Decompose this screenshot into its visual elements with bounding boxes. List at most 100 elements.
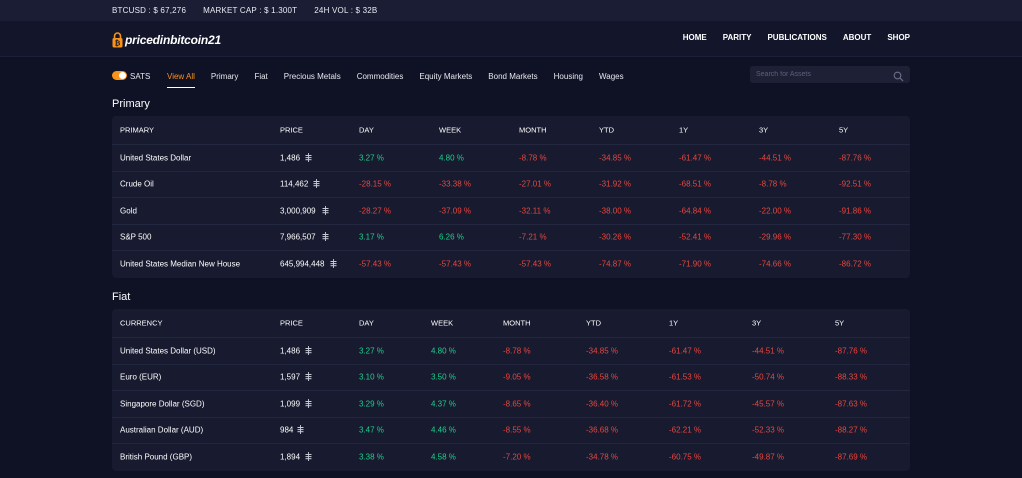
nav-home[interactable]: HOME	[682, 33, 707, 42]
column-header-3y[interactable]: 3Y	[759, 125, 769, 135]
change-5y: -92.51 %	[839, 179, 872, 189]
column-header-price[interactable]: PRICE	[280, 318, 303, 328]
sats-toggle[interactable]	[112, 71, 127, 80]
change-ytd: -34.85 %	[586, 346, 619, 356]
main-nav: HOME PARITY PUBLICATIONS ABOUT SHOP	[683, 33, 910, 42]
nav-shop[interactable]: SHOP	[887, 33, 910, 42]
change-day: 3.27 %	[359, 346, 384, 356]
search-input[interactable]	[750, 66, 890, 83]
market-cap-ticker: MARKET CAP : $ 1.300T	[203, 6, 298, 15]
primary-table: PRIMARY PRICE DAY WEEK MONTH YTD 1Y 3Y 5Y United …	[112, 116, 910, 278]
category-filters: View All Primary Fiat Precious Metals Co…	[167, 66, 640, 88]
column-header-3y[interactable]: 3Y	[752, 318, 762, 328]
change-1y: -61.72 %	[669, 399, 702, 409]
change-3y: -22.00 %	[759, 206, 792, 216]
column-header-week[interactable]: WEEK	[439, 125, 462, 135]
filter-bond-markets[interactable]: Bond Markets	[488, 72, 538, 81]
search-icon[interactable]	[893, 69, 904, 82]
table-row[interactable]: Gold 3,000,909 -28.27 % -37.09 % -32.11 % -38…	[112, 198, 910, 225]
table-row[interactable]: Australian Dollar (AUD) 984 3.47 % 4.46 % -8…	[112, 418, 910, 444]
change-3y: -74.66 %	[759, 259, 792, 269]
table-row[interactable]: United States Median New House 645,994,44…	[112, 251, 910, 278]
column-header-price[interactable]: PRICE	[280, 125, 303, 135]
change-1y: -68.51 %	[679, 179, 712, 189]
change-ytd: -34.78 %	[586, 452, 619, 462]
change-week: -57.43 %	[439, 259, 472, 269]
change-week: 4.58 %	[431, 452, 456, 462]
bitcoin-sats-icon	[320, 205, 329, 216]
filter-wages[interactable]: Wages	[599, 72, 624, 81]
change-ytd: -38.00 %	[599, 206, 632, 216]
column-header-month[interactable]: MONTH	[503, 318, 531, 328]
table-row[interactable]: United States Dollar (USD) 1,486 3.27 % 4.8…	[112, 338, 910, 365]
column-header-1y[interactable]: 1Y	[679, 125, 689, 135]
filter-equity-markets[interactable]: Equity Markets	[419, 72, 473, 81]
change-3y: -50.74 %	[752, 372, 785, 382]
bitcoin-sats-icon	[328, 259, 337, 269]
filter-precious-metals[interactable]: Precious Metals	[283, 72, 341, 81]
brand-name: pricedinbitcoin21	[125, 33, 221, 47]
nav-about[interactable]: ABOUT	[842, 33, 872, 42]
change-week: 4.80 %	[431, 346, 456, 356]
change-ytd: -74.87 %	[599, 259, 632, 269]
change-week: 3.50 %	[431, 372, 456, 382]
table-row[interactable]: United States Dollar 1,486 3.27 % 4.80 % -8.…	[112, 145, 910, 172]
filter-primary[interactable]: Primary	[210, 72, 239, 81]
bitcoin-sats-icon	[320, 232, 329, 242]
change-ytd: -36.68 %	[586, 425, 619, 435]
change-5y: -87.76 %	[835, 346, 868, 356]
column-header-5y[interactable]: 5Y	[835, 318, 845, 328]
bitcoin-sats-icon	[303, 372, 312, 382]
change-5y: -77.30 %	[839, 232, 872, 242]
primary-section-title: Primary	[112, 98, 150, 110]
asset-price: 114,462	[280, 179, 309, 189]
logo[interactable]: ₿ pricedinbitcoin21	[112, 30, 221, 50]
change-day: 3.27 %	[359, 153, 384, 163]
change-day: 3.29 %	[359, 399, 384, 409]
column-header-week[interactable]: WEEK	[431, 318, 454, 328]
change-day: 3.17 %	[359, 232, 384, 242]
fiat-section-title: Fiat	[112, 291, 131, 303]
change-ytd: -36.58 %	[586, 372, 619, 382]
change-month: -27.01 %	[519, 179, 552, 189]
column-header-name[interactable]: CURRENCY	[120, 318, 163, 328]
table-row[interactable]: Crude Oil 114,462 -28.15 % -33.38 % -27.01 %…	[112, 172, 910, 198]
nav-parity[interactable]: PARITY	[722, 33, 752, 42]
change-ytd: -34.85 %	[599, 153, 632, 163]
bitcoin-sats-icon	[295, 425, 304, 435]
bitcoin-sats-icon	[311, 179, 320, 189]
table-row[interactable]: S&P 500 7,966,507 3.17 % 6.26 % -7.21 % -30.2…	[112, 225, 910, 251]
table-row[interactable]: British Pound (GBP) 1,894 3.38 % 4.58 % -7.2…	[112, 444, 910, 471]
asset-price: 984	[280, 425, 294, 435]
column-header-day[interactable]: DAY	[359, 318, 374, 328]
column-header-day[interactable]: DAY	[359, 125, 374, 135]
change-5y: -87.63 %	[835, 399, 868, 409]
filter-commodities[interactable]: Commodities	[356, 72, 404, 81]
change-week: 4.46 %	[431, 425, 456, 435]
change-1y: -52.41 %	[679, 232, 712, 242]
column-header-ytd[interactable]: YTD	[586, 318, 601, 328]
change-1y: -71.90 %	[679, 259, 712, 269]
column-header-1y[interactable]: 1Y	[669, 318, 679, 328]
column-header-ytd[interactable]: YTD	[599, 125, 614, 135]
asset-price: 3,000,909	[280, 206, 316, 216]
table-row[interactable]: Euro (EUR) 1,597 3.10 % 3.50 % -9.05 % -36.58…	[112, 365, 910, 391]
change-month: -8.78 %	[519, 153, 547, 163]
asset-name: Australian Dollar (AUD)	[120, 425, 204, 435]
filter-fiat[interactable]: Fiat	[254, 72, 268, 81]
column-header-name[interactable]: PRIMARY	[120, 125, 155, 135]
nav-publications[interactable]: PUBLICATIONS	[767, 33, 827, 42]
asset-price: 1,597	[280, 372, 301, 382]
column-header-5y[interactable]: 5Y	[839, 125, 849, 135]
svg-text:₿: ₿	[115, 40, 121, 48]
table-row[interactable]: Singapore Dollar (SGD) 1,099 3.29 % 4.37 % -…	[112, 391, 910, 418]
change-day: 3.47 %	[359, 425, 384, 435]
change-5y: -86.72 %	[839, 259, 872, 269]
column-header-month[interactable]: MONTH	[519, 125, 547, 135]
filter-housing[interactable]: Housing	[553, 72, 584, 81]
change-week: -37.09 %	[439, 206, 472, 216]
change-day: 3.38 %	[359, 452, 384, 462]
change-ytd: -30.26 %	[599, 232, 632, 242]
ticker-bar: BTCUSD : $ 67,276 MARKET CAP : $ 1.300T …	[0, 0, 1022, 21]
filter-view-all[interactable]: View All	[167, 66, 195, 88]
